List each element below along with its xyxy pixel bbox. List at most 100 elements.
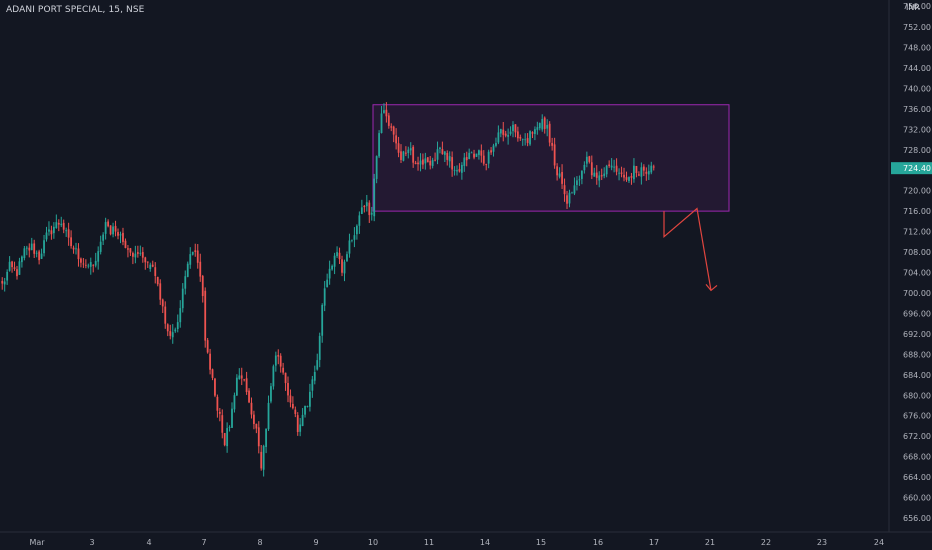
candle-body bbox=[566, 195, 568, 204]
candle-body bbox=[407, 149, 410, 153]
candle-body bbox=[270, 386, 272, 402]
candle-body bbox=[21, 256, 23, 263]
y-tick-label: 688.00 bbox=[903, 350, 931, 359]
y-tick-label: 736.00 bbox=[903, 105, 931, 114]
candle-body bbox=[122, 232, 124, 242]
candle-body bbox=[235, 377, 238, 396]
candle-body bbox=[625, 177, 628, 180]
y-tick-label: 668.00 bbox=[903, 453, 931, 462]
candle-body bbox=[360, 207, 363, 214]
candle-body bbox=[238, 375, 241, 380]
candle-body bbox=[637, 174, 640, 176]
x-tick-label: 10 bbox=[368, 538, 378, 547]
candle-body bbox=[514, 124, 517, 133]
candle-body bbox=[633, 165, 635, 180]
candle-body bbox=[233, 395, 236, 410]
y-tick-label: 740.00 bbox=[903, 84, 931, 93]
x-tick-label: 24 bbox=[874, 538, 884, 547]
candle-body bbox=[218, 411, 221, 414]
candle-body bbox=[531, 132, 534, 134]
y-tick-label: 752.00 bbox=[903, 23, 931, 32]
candle-body bbox=[313, 372, 316, 381]
candle-body bbox=[112, 226, 114, 235]
candle-body bbox=[60, 223, 63, 226]
candle-body bbox=[328, 268, 331, 279]
candle-body bbox=[289, 395, 292, 403]
x-tick-label: 14 bbox=[480, 538, 490, 547]
candle-body bbox=[551, 142, 554, 146]
candle-body bbox=[107, 221, 110, 227]
candle-body bbox=[475, 153, 478, 157]
candle-body bbox=[492, 145, 495, 152]
candle-body bbox=[504, 133, 507, 136]
projection-arrow[interactable] bbox=[663, 207, 712, 291]
candle-body bbox=[563, 185, 566, 195]
candle-body bbox=[45, 232, 48, 240]
candle-body bbox=[262, 445, 265, 470]
candle-body bbox=[164, 306, 167, 324]
candle-body bbox=[490, 150, 492, 153]
candle-body bbox=[174, 329, 177, 332]
candle-body bbox=[30, 243, 33, 251]
candle-body bbox=[87, 265, 90, 267]
candle-body bbox=[463, 157, 466, 166]
y-tick-label: 672.00 bbox=[903, 432, 931, 441]
candle-body bbox=[485, 164, 488, 165]
candle-body bbox=[650, 165, 653, 173]
candle-body bbox=[526, 138, 529, 143]
candle-body bbox=[365, 202, 368, 207]
candle-body bbox=[446, 153, 449, 160]
candle-body bbox=[615, 165, 618, 172]
y-tick-label: 680.00 bbox=[903, 391, 931, 400]
candle-body bbox=[321, 304, 324, 336]
candle-body bbox=[431, 160, 434, 166]
candle-body bbox=[216, 396, 219, 411]
candle-body bbox=[346, 254, 348, 262]
candle-body bbox=[52, 226, 55, 234]
candle-body bbox=[590, 162, 593, 176]
candle-body bbox=[441, 149, 444, 155]
candle-body bbox=[370, 212, 373, 215]
candle-body bbox=[436, 149, 439, 160]
candle-body bbox=[94, 260, 97, 266]
candle-body bbox=[458, 169, 461, 172]
candle-body bbox=[284, 372, 287, 384]
candle-body bbox=[272, 366, 275, 387]
x-tick-label: 23 bbox=[817, 538, 827, 547]
candle-body bbox=[465, 157, 468, 161]
candle-body bbox=[380, 113, 383, 133]
candle-body bbox=[529, 131, 531, 145]
candle-body bbox=[40, 253, 43, 259]
candle-body bbox=[640, 167, 643, 177]
candle-body bbox=[89, 262, 92, 267]
candle-body bbox=[387, 115, 390, 126]
candle-body bbox=[176, 322, 179, 330]
candle-body bbox=[468, 152, 471, 160]
x-tick-label: 4 bbox=[146, 538, 151, 547]
last-price-badge bbox=[891, 162, 932, 175]
candle-body bbox=[576, 180, 578, 185]
x-tick-label: 21 bbox=[705, 538, 715, 547]
y-tick-label: 720.00 bbox=[903, 187, 931, 196]
candle-body bbox=[363, 205, 366, 208]
candle-body bbox=[127, 248, 129, 250]
candle-body bbox=[605, 165, 608, 175]
candle-body bbox=[429, 160, 432, 166]
candle-body bbox=[139, 252, 142, 254]
candle-body bbox=[521, 138, 524, 140]
candle-body bbox=[199, 261, 202, 277]
y-tick-label: 732.00 bbox=[903, 125, 931, 134]
candle-body bbox=[274, 355, 277, 366]
candle-body bbox=[419, 160, 422, 165]
candle-body bbox=[146, 261, 149, 263]
candle-body bbox=[134, 253, 137, 258]
candle-body bbox=[534, 129, 536, 134]
range-box[interactable] bbox=[372, 104, 730, 212]
y-tick-label: 744.00 bbox=[903, 64, 931, 73]
y-tick-label: 708.00 bbox=[903, 248, 931, 257]
candle-body bbox=[223, 433, 226, 446]
candle-body bbox=[414, 162, 417, 165]
candle-body bbox=[573, 185, 576, 194]
candle-body bbox=[385, 109, 388, 117]
